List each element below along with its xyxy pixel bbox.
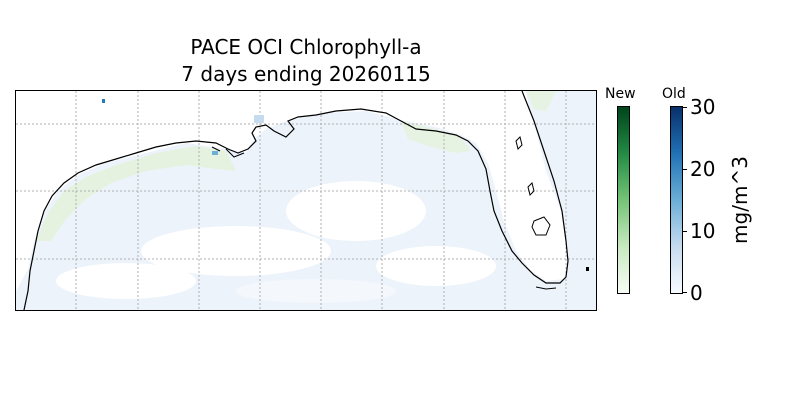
chlorophyll-hotspot [212, 151, 218, 155]
colorbar-tick [683, 169, 687, 170]
coastal-bloom-band [36, 146, 236, 241]
colorbar-units: mg/m^3 [728, 156, 752, 244]
chlorophyll-hotspot [102, 99, 105, 103]
mississippi-delta-islands [211, 146, 245, 158]
colorbar-tick [683, 231, 687, 232]
colorbar-tick [683, 107, 687, 108]
new-colorbar [617, 106, 630, 294]
coastline [23, 91, 569, 310]
cloud-gap [56, 263, 196, 299]
colorbar-tick [683, 292, 687, 293]
atlantic-bloom-patch [526, 91, 556, 111]
colorbar-tick-label: 0 [690, 281, 703, 305]
new-colorbar-label: New [605, 86, 636, 102]
map-title-line2: 7 days ending 20260115 [181, 62, 431, 86]
cloud-gap [236, 279, 396, 303]
chlorophyll-hotspot [254, 115, 264, 123]
old-colorbar-label: Old [662, 86, 686, 102]
chlorophyll-map [15, 90, 597, 311]
cloud-gap [376, 246, 496, 286]
chlorophyll-hotspot [586, 267, 589, 271]
inland-lake [527, 182, 535, 196]
florida-keys [535, 286, 557, 290]
inland-lake [515, 136, 523, 150]
colorbar-tick-label: 30 [690, 95, 716, 119]
cloud-gap [286, 181, 426, 241]
colorbar-tick-label: 20 [690, 157, 716, 181]
map-title-line1: PACE OCI Chlorophyll-a [190, 35, 422, 59]
cloud-gap [141, 226, 331, 276]
colorbar-tick-label: 10 [690, 219, 716, 243]
old-colorbar [670, 106, 683, 294]
graticule [16, 91, 596, 310]
map-canvas [16, 91, 596, 310]
lake-okeechobee [531, 216, 551, 236]
